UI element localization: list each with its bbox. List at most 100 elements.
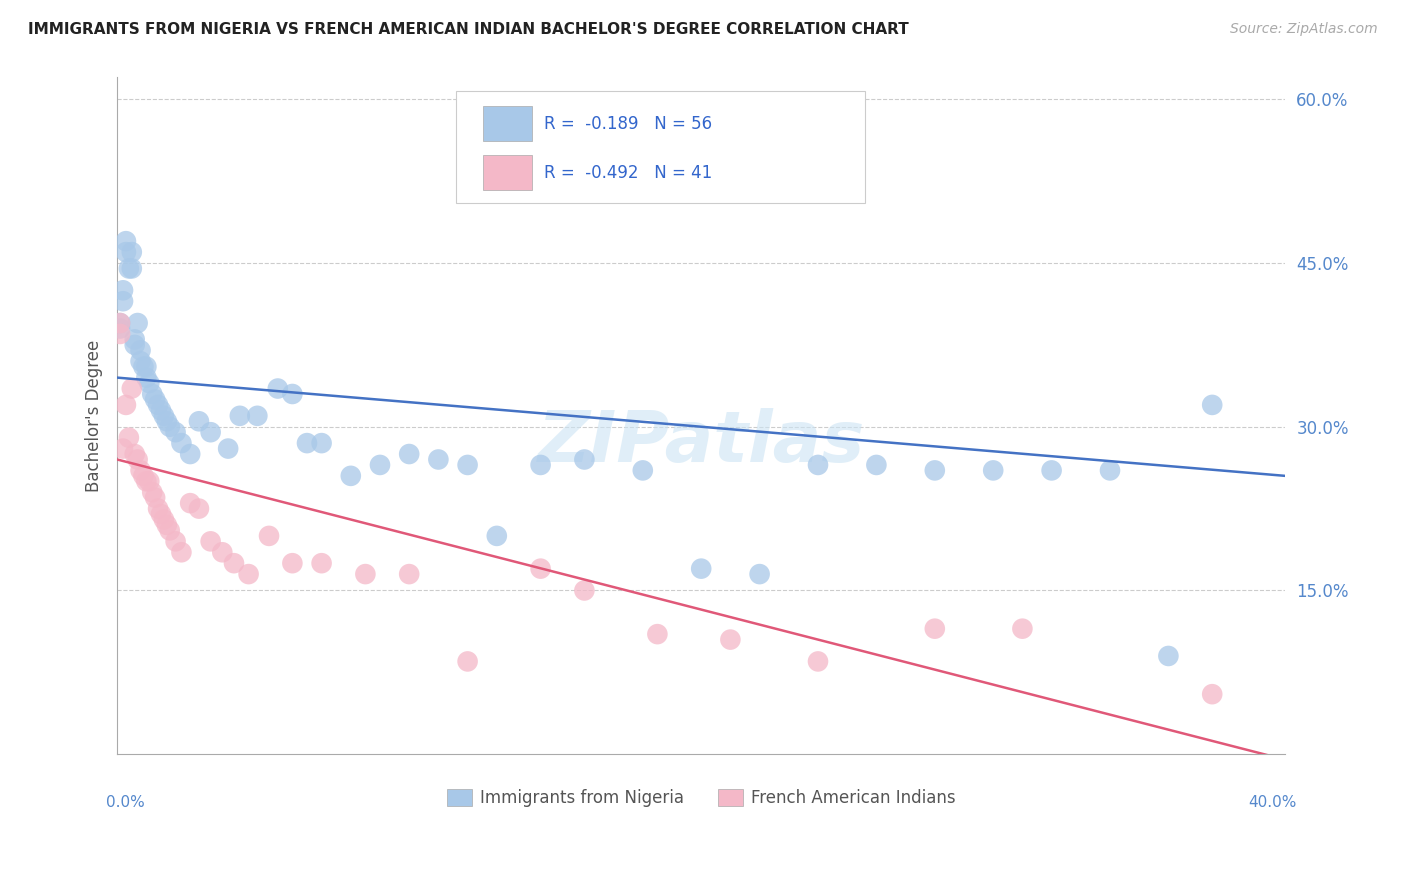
Point [135, 370, 157, 384]
Point [1011, 622, 1033, 636]
Point [179, 447, 201, 461]
Point [132, 359, 155, 374]
Point [141, 387, 163, 401]
Point [156, 414, 179, 428]
Point [165, 425, 187, 440]
Point [153, 409, 176, 423]
Point [981, 463, 1004, 477]
Point [311, 436, 333, 450]
Point [118, 261, 141, 276]
Point [217, 442, 239, 456]
Point [115, 245, 138, 260]
Point [1201, 398, 1223, 412]
Point [121, 261, 143, 276]
Point [574, 452, 596, 467]
Point [165, 534, 187, 549]
Text: Source: ZipAtlas.com: Source: ZipAtlas.com [1230, 22, 1378, 37]
Text: ZIPatlas: ZIPatlas [537, 409, 865, 477]
Text: R =  -0.189   N = 56: R = -0.189 N = 56 [544, 115, 711, 133]
Point [246, 409, 269, 423]
Point [257, 529, 280, 543]
Point [129, 343, 152, 358]
Point [238, 567, 260, 582]
Point [129, 463, 152, 477]
Point [295, 436, 318, 450]
Point [129, 354, 152, 368]
FancyBboxPatch shape [482, 155, 531, 191]
Point [143, 491, 166, 505]
Point [138, 376, 160, 390]
Text: R =  -0.492   N = 41: R = -0.492 N = 41 [544, 164, 711, 182]
Point [188, 501, 211, 516]
Point [159, 524, 181, 538]
Point [156, 518, 179, 533]
Point [924, 622, 946, 636]
Point [1201, 687, 1223, 701]
Point [200, 425, 222, 440]
Point [368, 458, 391, 472]
Point [150, 507, 173, 521]
Point [112, 442, 135, 456]
Point [146, 398, 169, 412]
Y-axis label: Bachelor's Degree: Bachelor's Degree [86, 340, 103, 492]
Point [529, 458, 551, 472]
Point [153, 512, 176, 526]
Text: 0.0%: 0.0% [105, 795, 145, 810]
Point [127, 316, 149, 330]
Point [339, 468, 361, 483]
Point [124, 338, 146, 352]
Point [150, 403, 173, 417]
Point [574, 583, 596, 598]
Point [281, 387, 304, 401]
Point [179, 496, 201, 510]
Point [281, 556, 304, 570]
Point [229, 409, 252, 423]
Point [124, 333, 146, 347]
Point [108, 321, 131, 335]
Text: 40.0%: 40.0% [1249, 795, 1296, 810]
Point [1157, 648, 1180, 663]
Point [108, 326, 131, 341]
Point [170, 545, 193, 559]
Point [138, 475, 160, 489]
Point [222, 556, 245, 570]
Point [485, 529, 508, 543]
Point [1098, 463, 1121, 477]
Point [143, 392, 166, 407]
Point [135, 475, 157, 489]
Point [690, 561, 713, 575]
Point [457, 458, 479, 472]
Point [108, 316, 131, 330]
Point [311, 556, 333, 570]
Point [398, 447, 420, 461]
Point [354, 567, 377, 582]
Point [115, 234, 138, 248]
Point [112, 283, 135, 297]
Point [200, 534, 222, 549]
Point [108, 316, 131, 330]
Point [647, 627, 669, 641]
Point [1040, 463, 1063, 477]
Point [124, 447, 146, 461]
Point [127, 452, 149, 467]
Point [865, 458, 887, 472]
Point [427, 452, 450, 467]
Point [718, 632, 741, 647]
Point [132, 468, 155, 483]
Point [141, 485, 163, 500]
Point [529, 561, 551, 575]
Point [118, 431, 141, 445]
Point [188, 414, 211, 428]
Point [146, 501, 169, 516]
Point [631, 463, 654, 477]
Point [159, 419, 181, 434]
Legend: Immigrants from Nigeria, French American Indians: Immigrants from Nigeria, French American… [440, 782, 962, 814]
Point [211, 545, 233, 559]
Point [170, 436, 193, 450]
Point [267, 382, 290, 396]
Point [112, 294, 135, 309]
Point [748, 567, 770, 582]
Point [807, 458, 830, 472]
Point [135, 359, 157, 374]
Point [121, 382, 143, 396]
